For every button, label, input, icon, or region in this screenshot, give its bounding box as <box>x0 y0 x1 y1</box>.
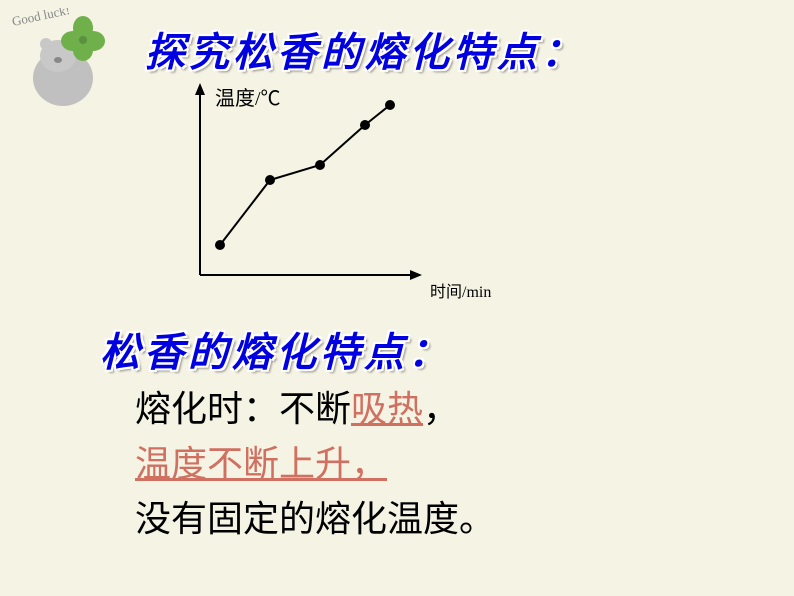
x-axis-label: 时间/min <box>430 278 491 302</box>
body-line-2: 温度不断上升， <box>135 435 387 487</box>
page-title: 探究松香的熔化特点： <box>145 20 585 78</box>
line1-part2: ， <box>423 389 459 429</box>
subtitle-text: 松香的熔化特点： <box>100 330 452 375</box>
body-line-1: 熔化时：不断吸热， <box>135 380 459 432</box>
corner-decoration: Good luck! <box>8 8 128 113</box>
body-line-3: 没有固定的熔化温度。 <box>135 490 495 542</box>
line2-red: 温度不断上升， <box>135 444 387 484</box>
line3-text: 没有固定的熔化温度。 <box>135 499 495 539</box>
line1-part1: 熔化时：不断 <box>135 389 351 429</box>
subtitle: 松香的熔化特点： <box>100 320 452 378</box>
bear-nose <box>54 57 62 63</box>
line1-red: 吸热 <box>351 389 423 429</box>
bear-ear-left <box>40 38 52 50</box>
melting-chart <box>190 80 490 300</box>
title-text: 探究松香的熔化特点： <box>145 30 585 75</box>
good-luck-text: Good luck! <box>11 8 72 29</box>
